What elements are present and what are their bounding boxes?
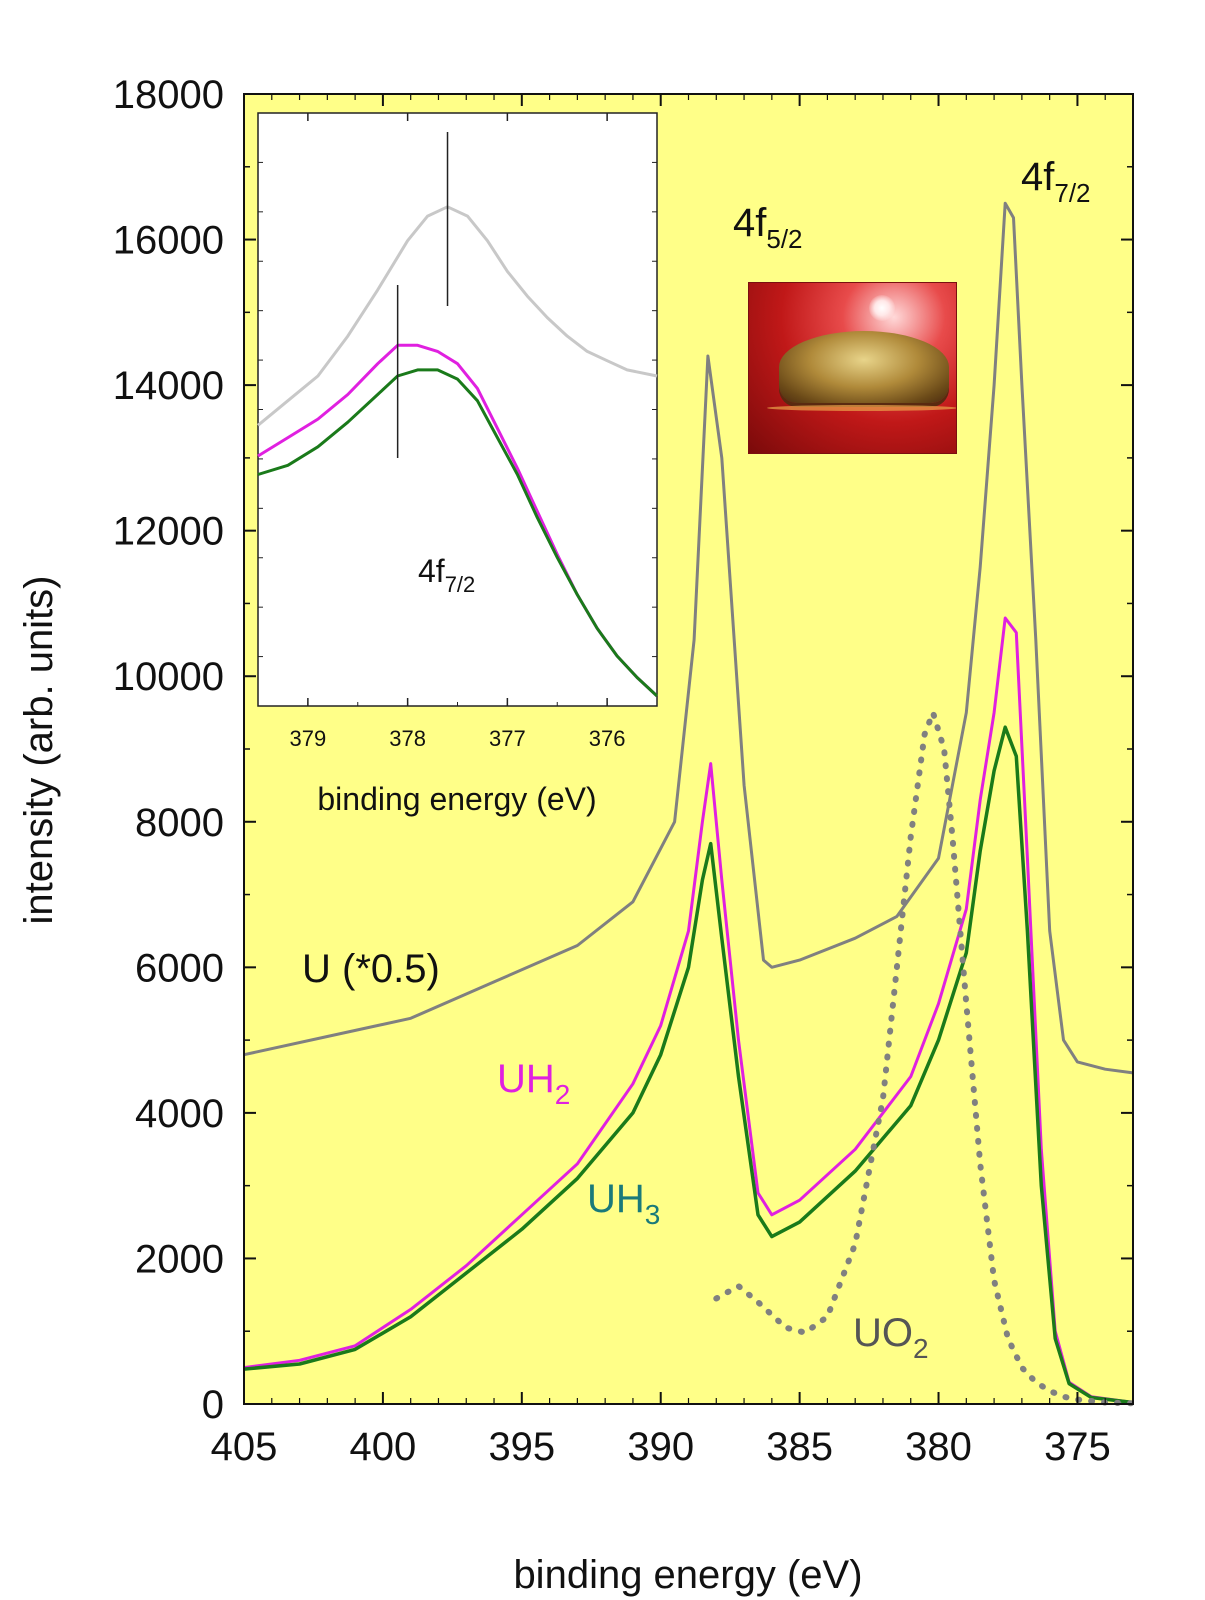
annotation-4f-7-2: 4f7/2: [1021, 155, 1091, 208]
y-tick-label: 18000: [113, 73, 224, 117]
y-tick-label: 16000: [113, 219, 224, 263]
y-tick-label: 14000: [113, 364, 224, 408]
x-tick-label: 380: [905, 1425, 972, 1469]
inset-x-tick-label: 377: [489, 726, 526, 751]
y-tick-label: 10000: [113, 655, 224, 699]
inset-x-axis-label: binding energy (eV): [317, 781, 596, 817]
y-axis-label: intensity (arb. units): [17, 575, 61, 924]
inset-series-line-uh3: [257, 368, 659, 698]
inset-x-tick-label: 378: [389, 726, 426, 751]
x-tick-label: 390: [627, 1425, 694, 1469]
label-uh2: UH2: [497, 1057, 570, 1110]
series-line-uh2: [243, 616, 1134, 1404]
x-axis-label: binding energy (eV): [513, 1553, 862, 1597]
inset-x-tick-label: 376: [589, 726, 626, 751]
main-series-group: [243, 201, 1136, 1407]
x-tick-label: 400: [350, 1425, 417, 1469]
label-uo2: UO2: [853, 1311, 929, 1364]
x-tick-label: 405: [211, 1425, 278, 1469]
y-tick-label: 4000: [135, 1092, 224, 1136]
annotation-4f-5-2: 4f5/2: [733, 201, 803, 254]
label-uh3: UH3: [587, 1177, 660, 1230]
y-tick-label: 6000: [135, 946, 224, 990]
x-tick-label: 395: [488, 1425, 555, 1469]
inset-peak-label: 4f7/2: [418, 553, 475, 597]
main-axes: 0 2000 4000 6000 8000 10000 12000 14000 16000 180…: [113, 73, 1134, 1469]
y-tick-label: 8000: [135, 801, 224, 845]
series-line-uh3: [243, 725, 1134, 1405]
x-tick-label: 385: [766, 1425, 833, 1469]
inset-series-group: [257, 132, 659, 698]
y-tick-label: 2000: [135, 1237, 224, 1281]
inset-frame: [257, 112, 658, 707]
inset-x-tick-label: 379: [290, 726, 327, 751]
series-line-u-0-5-: [243, 201, 1134, 1075]
label-u: U (*0.5): [302, 947, 440, 991]
y-tick-label: 12000: [113, 510, 224, 554]
sample-photo: [748, 282, 957, 454]
y-tick-label: 0: [202, 1383, 224, 1427]
x-tick-label: 375: [1044, 1425, 1111, 1469]
inset-axes: 379 378 377 376: [257, 113, 657, 751]
inset-series-line-u-0-5-: [257, 205, 658, 427]
